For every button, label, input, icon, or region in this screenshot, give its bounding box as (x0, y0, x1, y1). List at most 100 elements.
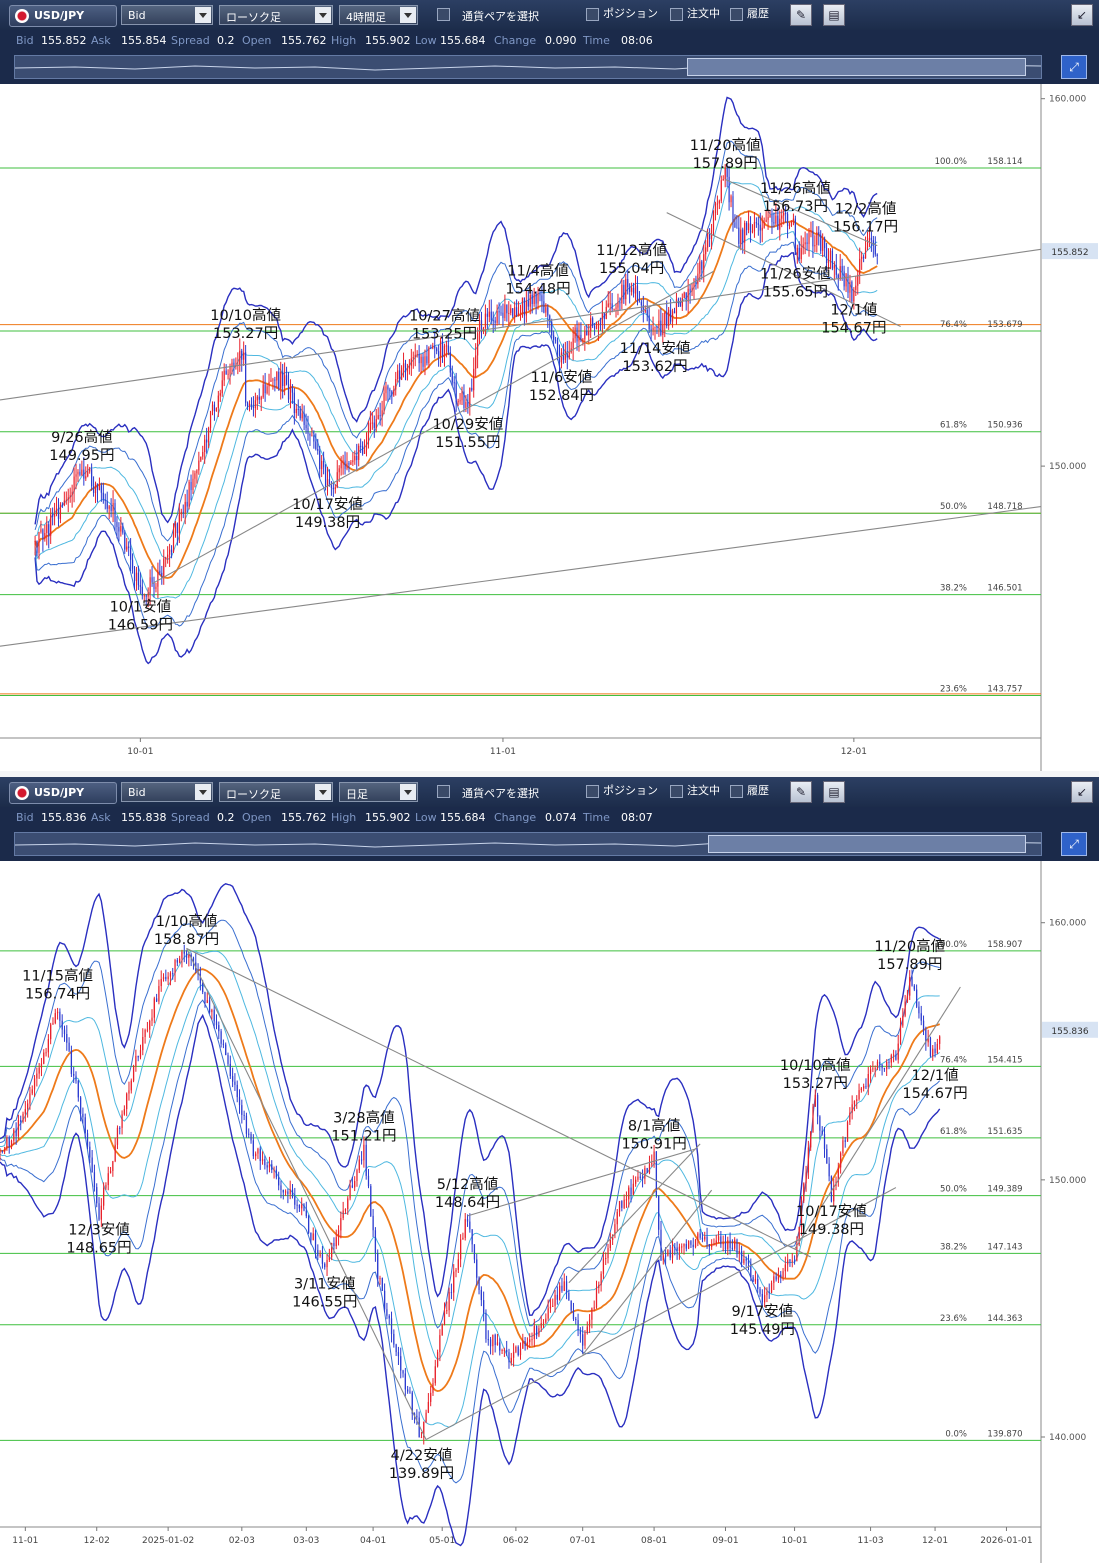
candle-body (211, 1009, 213, 1013)
collapse-button[interactable]: ↙ (1071, 4, 1093, 26)
candle-body (492, 320, 494, 322)
candle-body (122, 526, 124, 533)
candle-body (464, 1219, 466, 1238)
draw-tool-button[interactable]: ✎ (790, 781, 812, 803)
expand-icon[interactable]: ⤢ (1061, 55, 1087, 79)
candle-body (753, 222, 756, 232)
candle-body (381, 1277, 383, 1291)
navigator-track[interactable] (14, 55, 1042, 79)
candle-body (506, 304, 508, 314)
candle-body (590, 318, 592, 332)
chart-daily-svg[interactable]: 160.000 150.000 140.000 11-01 12-02 2025-01-0… (0, 861, 1099, 1563)
candle-body (911, 977, 913, 986)
layout-button[interactable]: ▤ (823, 4, 845, 26)
candle-body (556, 1294, 558, 1300)
chart-type-value: ローソク足 (226, 788, 281, 801)
expand-icon[interactable]: ⤢ (1061, 832, 1087, 856)
pair-select-checkbox[interactable] (437, 8, 450, 21)
candle-body (388, 1315, 390, 1319)
candle-body (690, 1241, 692, 1245)
symbol-selector[interactable]: USD/JPY (9, 782, 117, 804)
candle-body (602, 1258, 605, 1274)
price-type-select[interactable]: Bid (121, 782, 213, 802)
fib-pct-label: 61.8% (940, 1127, 967, 1137)
change-label: Change (494, 811, 537, 824)
pair-select-checkbox[interactable] (437, 785, 450, 798)
candle-body (845, 274, 847, 287)
chart-type-select[interactable]: ローソク足 (219, 782, 333, 802)
candle-body (381, 410, 383, 416)
candle-body (542, 1322, 545, 1324)
candle-body (130, 1080, 132, 1091)
candle-body (551, 321, 553, 336)
chart-type-select[interactable]: ローソク足 (219, 5, 333, 25)
trendline (724, 179, 878, 247)
candle-body (829, 250, 832, 261)
candle-body (666, 312, 668, 326)
candle-body (163, 558, 165, 577)
candle-body (174, 523, 177, 536)
x-tick-label: 2026-01-01 (980, 1536, 1032, 1546)
chevron-down-icon (400, 7, 416, 23)
annotation-price: 146.59円 (108, 617, 173, 633)
position-checkbox[interactable] (586, 8, 599, 21)
candle-body (61, 1020, 63, 1030)
chart-4h-svg[interactable]: 160.000 150.000 10-01 11-01 12-01 100.0% 158.1… (0, 84, 1099, 771)
annotation-price: 153.25円 (412, 327, 477, 343)
symbol-selector[interactable]: USD/JPY (9, 5, 117, 27)
candle-body (369, 422, 371, 432)
candle-body (494, 320, 496, 323)
bollinger-band-line (34, 252, 878, 665)
candle-body (139, 585, 141, 587)
candle-body (130, 547, 132, 560)
candle-body (804, 242, 806, 245)
candle-body (238, 1097, 241, 1106)
candle-body (529, 1339, 531, 1343)
candle-body (262, 384, 264, 398)
price-type-select[interactable]: Bid (121, 5, 213, 25)
collapse-button[interactable]: ↙ (1071, 781, 1093, 803)
candle-body (467, 402, 469, 407)
candle-body (192, 957, 195, 963)
candle-body (648, 1164, 651, 1173)
fib-value-label: 143.757 (987, 684, 1022, 694)
timeframe-select[interactable]: 日足 (339, 782, 418, 802)
timeframe-select[interactable]: 4時間足 (339, 5, 418, 25)
history-checkbox[interactable] (730, 8, 743, 21)
candle-body (667, 1250, 669, 1256)
candle-body (800, 1200, 803, 1227)
candle-body (383, 1290, 386, 1310)
candle-body (266, 386, 268, 394)
bid-label: Bid (16, 34, 34, 47)
orders-checkbox[interactable] (670, 8, 683, 21)
candle-body (831, 250, 834, 269)
candle-body (261, 1159, 264, 1162)
open-value: 155.762 (281, 811, 327, 824)
low-value: 155.684 (440, 811, 486, 824)
navigator-window[interactable] (707, 835, 1026, 853)
history-checkbox[interactable] (730, 785, 743, 798)
position-checkbox[interactable] (586, 785, 599, 798)
candle-body (522, 1341, 524, 1349)
candle-body (248, 1133, 250, 1135)
navigator-window[interactable] (687, 58, 1026, 76)
candle-body (453, 382, 455, 384)
candle-body (159, 570, 161, 573)
annotation-label: 11/26安値 (760, 266, 831, 283)
candle-body (653, 1151, 655, 1164)
annotation-price: 154.67円 (821, 321, 886, 337)
navigator-track[interactable] (14, 832, 1042, 856)
us-flag-icon (15, 786, 29, 800)
candle-body (233, 362, 235, 367)
candle-body (784, 1264, 786, 1272)
candle-body (307, 1216, 310, 1233)
candle-body (843, 271, 845, 287)
candle-body (172, 535, 175, 553)
candle-body (775, 1276, 777, 1280)
candle-body (899, 1025, 902, 1044)
layout-button[interactable]: ▤ (823, 781, 845, 803)
orders-checkbox[interactable] (670, 785, 683, 798)
draw-tool-button[interactable]: ✎ (790, 4, 812, 26)
candle-body (400, 1356, 402, 1371)
candle-body (229, 1063, 231, 1077)
